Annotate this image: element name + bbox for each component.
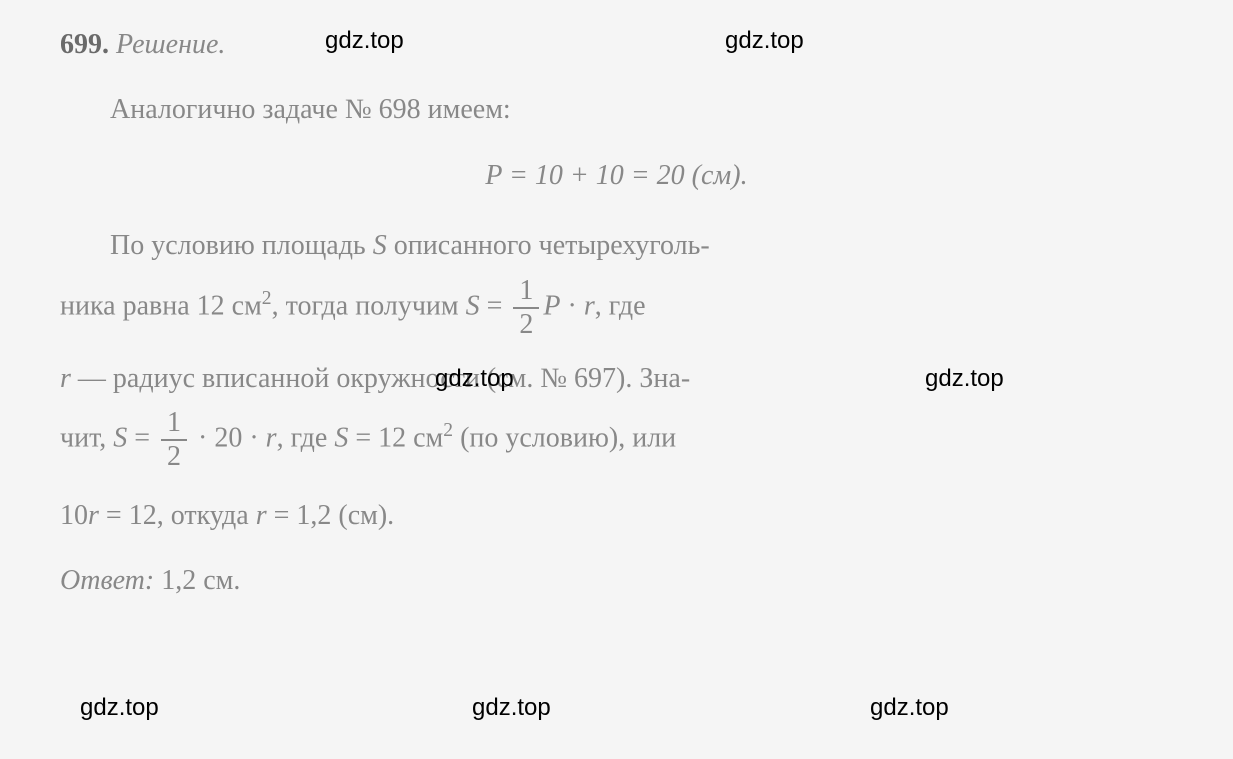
watermark: gdz.top (870, 686, 949, 729)
text-part: По условию площадь S описанного четыреху… (110, 230, 710, 261)
watermark: gdz.top (725, 19, 804, 62)
problem-header: 699. Решение. (60, 20, 1173, 70)
watermark: gdz.top (435, 357, 514, 400)
watermark: gdz.top (325, 19, 404, 62)
watermark: gdz.top (925, 357, 1004, 400)
condition-text-2: ника равна 12 см2, тогда получим S = 12P… (60, 277, 1173, 339)
text-segment: ника равна 12 см2, тогда получим S = 12P… (60, 277, 646, 339)
answer-value: 1,2 см. (154, 565, 240, 596)
radius-definition: r — радиус вписанной окружности (см. № 6… (60, 354, 1173, 404)
analogous-text: Аналогично задаче № 698 имеем: (60, 85, 1173, 135)
watermark: gdz.top (472, 686, 551, 729)
fraction-half-2: 12 (161, 409, 187, 471)
final-calculation: 10r = 12, откуда r = 1,2 (см). (60, 491, 1173, 541)
fraction-half: 12 (513, 277, 539, 339)
solution-label: Решение. (116, 29, 225, 60)
answer-line: Ответ: 1,2 см. (60, 556, 1173, 606)
calculation-line: чит, S = 12 · 20 · r, где S = 12 см2 (по… (60, 409, 1173, 471)
condition-text-1: По условию площадь S описанного четыреху… (60, 221, 1173, 271)
problem-number: 699. (60, 29, 109, 60)
text-segment: чит, S = 12 · 20 · r, где S = 12 см2 (по… (60, 409, 676, 471)
answer-label: Ответ: (60, 565, 154, 596)
equation-perimeter: P = 10 + 10 = 20 (см). (60, 151, 1173, 201)
watermark: gdz.top (80, 686, 159, 729)
